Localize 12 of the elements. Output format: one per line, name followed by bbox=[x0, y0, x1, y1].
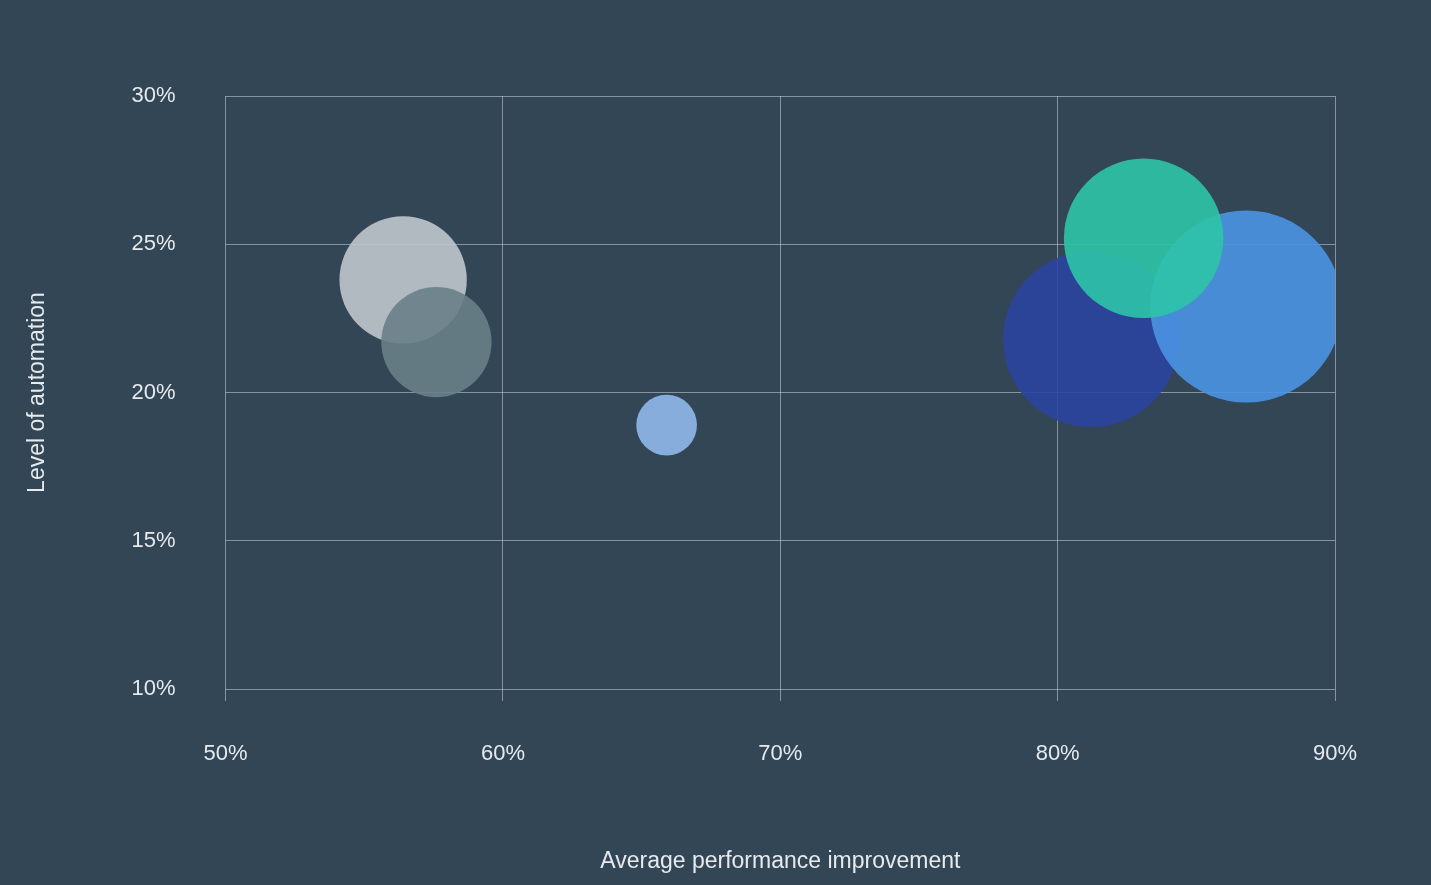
x-tick-label: 90% bbox=[1312, 740, 1358, 766]
y-tick-label: 15% bbox=[131, 526, 176, 552]
y-tick-label: 20% bbox=[131, 378, 176, 404]
x-axis-title: Average performance improvement bbox=[600, 846, 961, 873]
x-tick-label: 50% bbox=[203, 740, 248, 766]
y-axis-title: Level of automation bbox=[23, 292, 50, 493]
y-tick-label: 10% bbox=[131, 675, 176, 701]
x-tick-label: 60% bbox=[480, 740, 525, 766]
x-tick-label: 80% bbox=[1035, 740, 1080, 766]
x-tick-label: 70% bbox=[758, 740, 803, 766]
y-tick-label: 25% bbox=[131, 230, 176, 256]
y-tick-label: 30% bbox=[131, 82, 176, 108]
